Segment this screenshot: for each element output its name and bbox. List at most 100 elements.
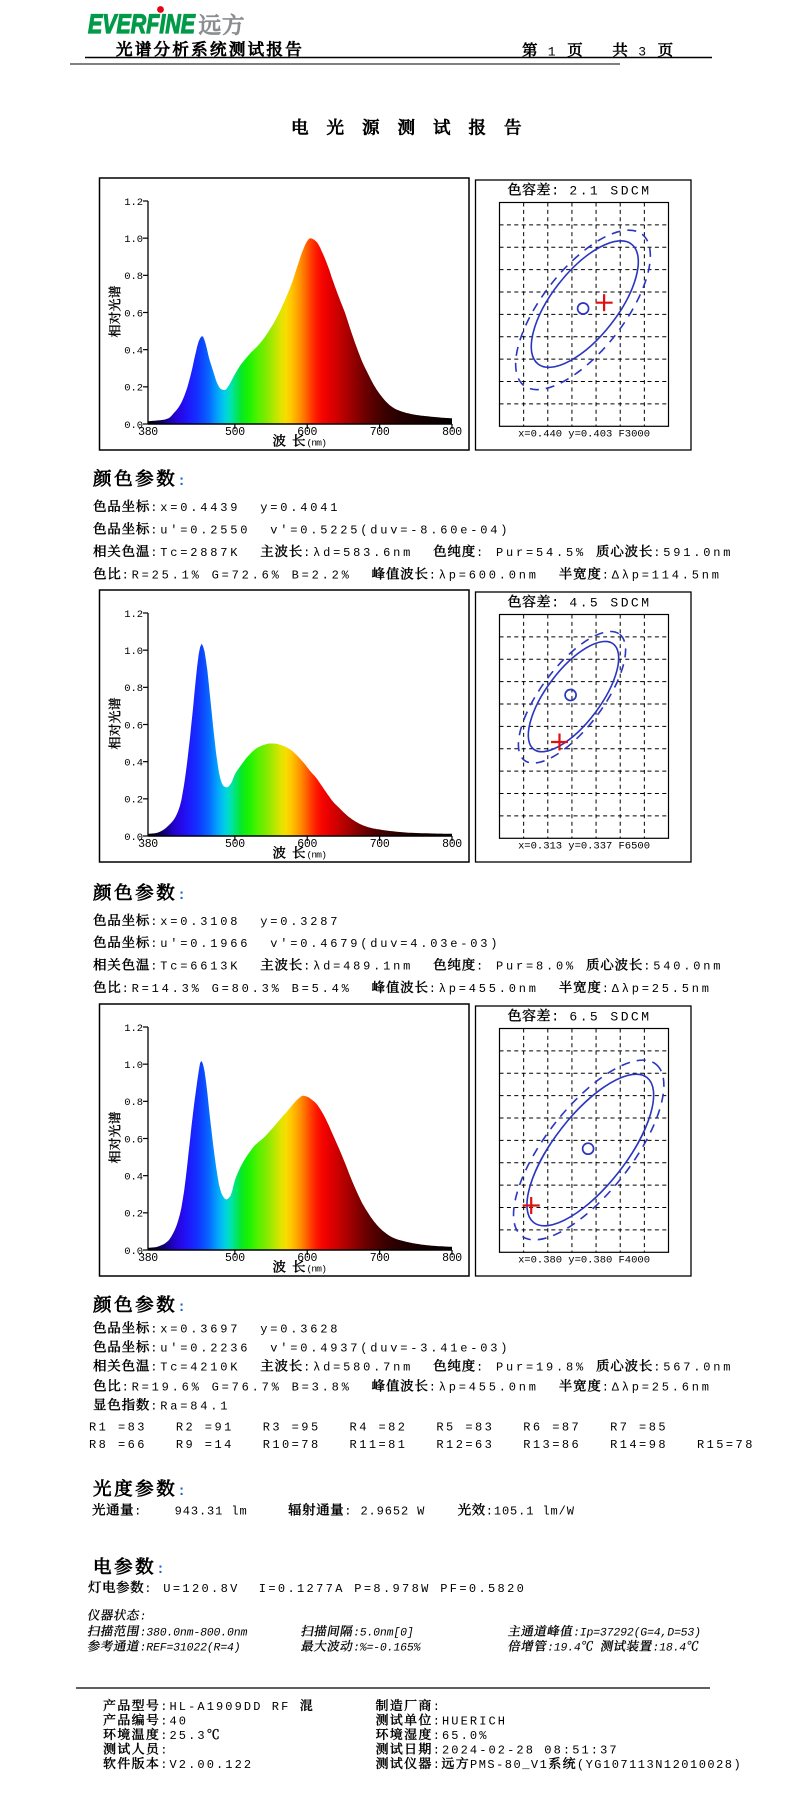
x-axis-label: (nm)	[272, 434, 327, 449]
svg-text:R6: R6	[523, 1421, 540, 1435]
svg-text:2.1 SDCM: 2.1 SDCM	[569, 184, 649, 199]
svg-text:=66: =66	[118, 1438, 145, 1452]
svg-text:v'=0.4937(duv=-3.41e-03): v'=0.4937(duv=-3.41e-03)	[270, 1342, 507, 1356]
standard-point-marker	[564, 688, 577, 702]
svg-text::u'=0.2236: :u'=0.2236	[150, 1342, 247, 1356]
measured-point-cross	[522, 1197, 540, 1215]
svg-text:=82: =82	[379, 1421, 406, 1435]
svg-text:R13=86: R13=86	[523, 1438, 578, 1452]
footer-left-3: :25.3	[103, 1727, 219, 1743]
svg-text:lm: lm	[231, 1505, 246, 1519]
y-tick-label: 0.2	[124, 383, 143, 395]
svg-text:RF: RF	[272, 1700, 289, 1714]
x-axis-label: (nm)	[272, 846, 327, 861]
y-tick-label: 0.8	[124, 271, 143, 283]
svg-text:v'=0.4679(duv=4.03e-03): v'=0.4679(duv=4.03e-03)	[270, 937, 497, 951]
svg-text::λp=455.0nm: :λp=455.0nm	[429, 1381, 536, 1395]
svg-text:=87: =87	[552, 1421, 579, 1435]
svg-text:W: W	[417, 1505, 425, 1519]
sdcm-ellipse-solid	[526, 1073, 655, 1227]
spectrum-area	[148, 238, 452, 424]
svg-text::: :	[138, 1611, 147, 1624]
y-tick-label: 0.2	[124, 795, 143, 807]
svg-text::: :	[177, 474, 185, 490]
cri-row-1: R1 =83 R2 =91 R3 =95 R4 =82 R5 =83 R6 =87 R7 =85	[89, 1421, 666, 1435]
svg-text:B=2.2%: B=2.2%	[292, 569, 350, 583]
svg-text:v'=0.5225(duv=-8.60e-04): v'=0.5225(duv=-8.60e-04)	[270, 524, 507, 538]
y-axis-label	[108, 697, 121, 750]
svg-text:(nm): (nm)	[307, 1264, 327, 1275]
svg-text:R15=78: R15=78	[697, 1438, 752, 1452]
svg-text::Δλp=25.6nm: :Δλp=25.6nm	[602, 1381, 709, 1395]
svg-text:1: 1	[548, 45, 556, 60]
svg-text:R1: R1	[89, 1421, 106, 1435]
chart-frame	[98, 1003, 470, 1277]
measured-point-cross	[595, 294, 613, 312]
logo-brand-text: EVERFINE	[88, 9, 196, 39]
x-tick-label: 800	[442, 1252, 462, 1265]
svg-text::λd=489.1nm: :λd=489.1nm	[303, 960, 410, 974]
svg-text::591.0nm: :591.0nm	[653, 546, 730, 560]
svg-text::Tc=2887K: :Tc=2887K	[150, 546, 238, 560]
svg-text::18.4: :18.4	[651, 1642, 687, 1655]
svg-text:P=8.978W: P=8.978W	[354, 1582, 429, 1596]
color-params-heading-2: :	[92, 882, 186, 904]
svg-text:G=80.3%: G=80.3%	[212, 982, 280, 996]
svg-text::Δλp=25.5nm: :Δλp=25.5nm	[602, 982, 709, 996]
x-tick-label: 500	[225, 1252, 245, 1265]
chart-frame	[98, 177, 470, 451]
svg-text::540.0nm: :540.0nm	[643, 960, 720, 974]
svg-text:=91: =91	[205, 1421, 232, 1435]
svg-text:B=3.8%: B=3.8%	[292, 1381, 350, 1395]
svg-text::: :	[177, 1300, 185, 1316]
footer-left-1: :HL-A1909DD RF	[103, 1698, 313, 1714]
svg-text:R11=81: R11=81	[350, 1438, 405, 1452]
cri-row-2: R8 =66 R9 =14 R10=78 R11=81 R12=63 R13=86 R14=98…	[89, 1438, 752, 1452]
color-params-1-line-1: :x=0.4439 y=0.4041	[93, 499, 337, 515]
color-params-3-line-3: :Tc=4210K:λd=580.7nm: Pur=19.8%:567.0nm	[93, 1358, 730, 1375]
spectrum-area	[148, 643, 452, 836]
footer-right-2: :HUERICH	[375, 1713, 505, 1729]
instrument-heading: :	[87, 1608, 147, 1624]
svg-text::567.0nm: :567.0nm	[653, 1361, 730, 1375]
svg-text::: :	[160, 1744, 167, 1758]
svg-text:R4: R4	[350, 1421, 367, 1435]
svg-text::λp=600.0nm: :λp=600.0nm	[429, 569, 536, 583]
svg-text:Pur=19.8%: Pur=19.8%	[496, 1361, 584, 1375]
svg-text::u'=0.1966: :u'=0.1966	[150, 937, 247, 951]
svg-text:y=0.3628: y=0.3628	[260, 1323, 337, 1337]
color-params-2-line-4: :R=14.3% G=80.3% B=5.4%:λp=455.0nm:Δλp=25.…	[93, 980, 709, 996]
y-tick-label: 0.4	[124, 758, 143, 770]
svg-text::V2.00.122: :V2.00.122	[160, 1758, 251, 1772]
panel-frame	[474, 591, 692, 863]
svg-text::: :	[344, 1505, 351, 1519]
svg-text:=14: =14	[205, 1438, 232, 1452]
svg-text::105.1: :105.1	[486, 1505, 534, 1519]
color-params-1-line-4: :R=25.1% G=72.6% B=2.2%:λp=600.0nm:Δλp=114…	[93, 566, 719, 583]
color-params-1-line-2: :u'=0.2550 v'=0.5225(duv=-8.60e-04)	[93, 521, 507, 538]
color-params-3-line-4: :R=19.6% G=76.7% B=3.8%:λp=455.0nm:Δλp=25.…	[93, 1378, 709, 1395]
svg-text:6.5 SDCM: 6.5 SDCM	[569, 1010, 649, 1025]
electrical-line: : U=120.8V I=0.1277A P=8.978W PF=0.5820	[88, 1580, 524, 1596]
coords-label: x=0.440 y=0.403 F3000	[518, 428, 650, 440]
svg-text::: :	[551, 596, 559, 612]
y-tick-label: 1.2	[124, 609, 143, 621]
svg-text:R12=63: R12=63	[436, 1438, 491, 1452]
sdcm-ellipse-dashed	[517, 630, 627, 764]
svg-text:=85: =85	[639, 1421, 666, 1435]
svg-text::%=-0.165%: :%=-0.165%	[352, 1642, 422, 1655]
x-tick-label: 500	[225, 426, 245, 439]
svg-text::x=0.3108: :x=0.3108	[150, 915, 237, 929]
svg-text:=83: =83	[118, 1421, 145, 1435]
instrument-row2-col1: :REF=31022(R=4)	[87, 1639, 242, 1654]
sdcm-title: :6.5 SDCM	[507, 1008, 649, 1026]
svg-text::5.0nm[0]: :5.0nm[0]	[352, 1627, 415, 1640]
svg-text:943.31: 943.31	[175, 1505, 223, 1519]
chromaticity-panel-3: :6.5 SDCM x=0.380 y=0.380 F4000	[474, 1005, 692, 1277]
svg-text::2024-02-28: :2024-02-28	[433, 1744, 533, 1758]
svg-text::Ra=84.1: :Ra=84.1	[150, 1400, 227, 1414]
sdcm-title: :4.5 SDCM	[507, 594, 649, 612]
